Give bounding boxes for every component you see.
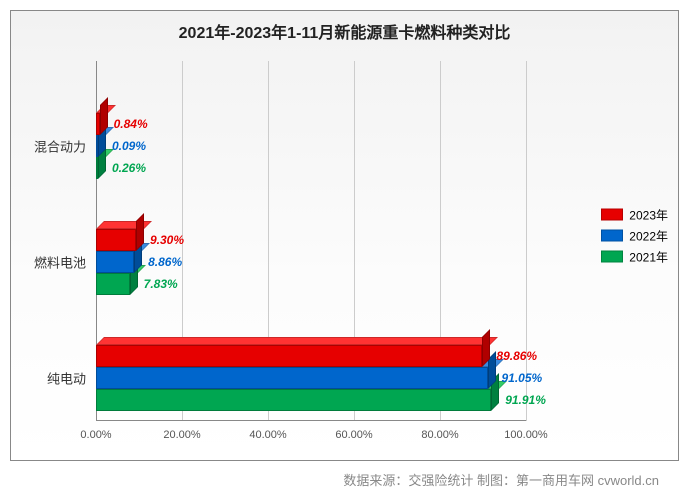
chart-container: 2021年-2023年1-11月新能源重卡燃料种类对比 0.00%20.00%4… [0,0,689,501]
bar-2023年: 0.84% [96,113,100,135]
bar-2021年: 0.26% [96,157,98,179]
bar-value-label: 0.84% [100,117,148,131]
bar-value-label: 0.26% [98,161,146,175]
bar-value-label: 8.86% [134,255,182,269]
legend-swatch [601,230,623,242]
plot-area: 0.00%20.00%40.00%60.00%80.00%100.00% 纯电动… [96,61,526,421]
x-tick-label: 0.00% [80,429,111,441]
bar-2022年: 0.09% [96,135,98,157]
x-tick-label: 80.00% [421,429,458,441]
bar-2021年: 7.83% [96,273,130,295]
legend: 2023年 2022年 2021年 [601,202,668,269]
category-label: 燃料电池 [34,253,96,272]
chart-title: 2021年-2023年1-11月新能源重卡燃料种类对比 [11,19,678,43]
legend-item: 2021年 [601,248,668,265]
bar-value-label: 7.83% [130,277,178,291]
category-label: 纯电动 [47,369,96,388]
legend-item: 2023年 [601,206,668,223]
bar-2023年: 89.86% [96,345,482,367]
legend-label: 2021年 [629,248,668,265]
bar-value-label: 9.30% [136,233,184,247]
legend-label: 2023年 [629,206,668,223]
bar-value-label: 0.09% [98,139,146,153]
gridline [526,61,527,421]
legend-swatch [601,251,623,263]
chart-border: 2021年-2023年1-11月新能源重卡燃料种类对比 0.00%20.00%4… [10,10,679,461]
bar-value-label: 91.05% [488,371,543,385]
x-axis [96,420,526,421]
bar-value-label: 91.91% [491,393,546,407]
legend-label: 2022年 [629,227,668,244]
legend-swatch [601,209,623,221]
x-tick-label: 60.00% [335,429,372,441]
x-tick-label: 40.00% [249,429,286,441]
bar-2022年: 8.86% [96,251,134,273]
x-tick-label: 20.00% [163,429,200,441]
bar-value-label: 89.86% [482,349,537,363]
legend-item: 2022年 [601,227,668,244]
bar-2021年: 91.91% [96,389,491,411]
source-text: 数据来源：交强险统计 制图：第一商用车网 cvworld.cn [343,470,659,489]
x-tick-label: 100.00% [504,429,547,441]
bar-2022年: 91.05% [96,367,488,389]
category-label: 混合动力 [34,137,96,156]
bar-2023年: 9.30% [96,229,136,251]
